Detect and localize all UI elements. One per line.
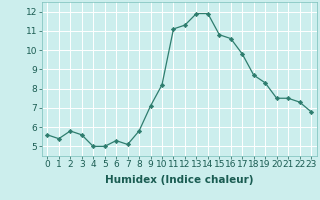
X-axis label: Humidex (Indice chaleur): Humidex (Indice chaleur): [105, 175, 253, 185]
